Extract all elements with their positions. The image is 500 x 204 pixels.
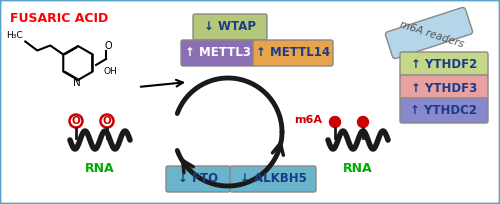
Text: ↑ METTL3: ↑ METTL3 [185,47,251,60]
Text: ↑ YTHDF3: ↑ YTHDF3 [411,82,477,94]
Text: ↓ ALKBH5: ↓ ALKBH5 [240,173,306,185]
Text: FUSARIC ACID: FUSARIC ACID [10,12,108,25]
Text: H₃C: H₃C [6,31,22,41]
FancyBboxPatch shape [193,14,267,40]
Text: ↑ YTHDC2: ↑ YTHDC2 [410,104,478,118]
Text: ↑ METTL14: ↑ METTL14 [256,47,330,60]
FancyBboxPatch shape [181,40,255,66]
Text: O: O [72,116,80,126]
Circle shape [330,116,340,128]
Text: O: O [102,116,112,126]
FancyBboxPatch shape [166,166,230,192]
Text: m6A: m6A [294,115,322,125]
FancyBboxPatch shape [400,52,488,77]
FancyBboxPatch shape [386,7,472,59]
FancyBboxPatch shape [253,40,333,66]
Text: OH: OH [104,67,118,76]
Text: ↓ FTO: ↓ FTO [178,173,218,185]
Text: ↓ WTAP: ↓ WTAP [204,20,256,33]
FancyBboxPatch shape [400,75,488,100]
Text: O: O [104,41,112,51]
FancyBboxPatch shape [400,98,488,123]
Text: ↑ YTHDF2: ↑ YTHDF2 [411,59,477,71]
Text: N: N [73,78,81,88]
Text: RNA: RNA [343,162,373,175]
FancyBboxPatch shape [230,166,316,192]
Circle shape [358,116,368,128]
Text: RNA: RNA [85,162,115,175]
Text: m6A readers: m6A readers [398,19,466,49]
